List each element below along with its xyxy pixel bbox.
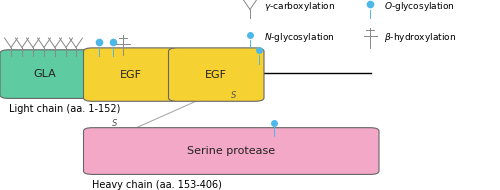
FancyBboxPatch shape (84, 48, 179, 101)
Text: EGF: EGF (206, 70, 227, 80)
Text: S: S (112, 119, 117, 128)
FancyBboxPatch shape (168, 48, 264, 101)
Text: $\mathit{O}$-glycosylation: $\mathit{O}$-glycosylation (384, 0, 455, 13)
FancyBboxPatch shape (84, 128, 379, 174)
Text: $\mathit{N}$-glycosylation: $\mathit{N}$-glycosylation (264, 31, 334, 44)
Text: Serine protease: Serine protease (187, 146, 276, 156)
Text: $\mathit{\beta}$-hydroxylation: $\mathit{\beta}$-hydroxylation (384, 31, 456, 44)
Text: GLA: GLA (34, 69, 56, 79)
Text: Heavy chain (aa. 153-406): Heavy chain (aa. 153-406) (92, 180, 222, 190)
Text: Light chain (aa. 1-152): Light chain (aa. 1-152) (9, 105, 120, 115)
Text: S: S (232, 91, 236, 101)
Text: EGF: EGF (120, 70, 142, 80)
FancyBboxPatch shape (0, 50, 90, 98)
Text: $\mathit{\gamma}$-carboxylation: $\mathit{\gamma}$-carboxylation (264, 0, 335, 13)
